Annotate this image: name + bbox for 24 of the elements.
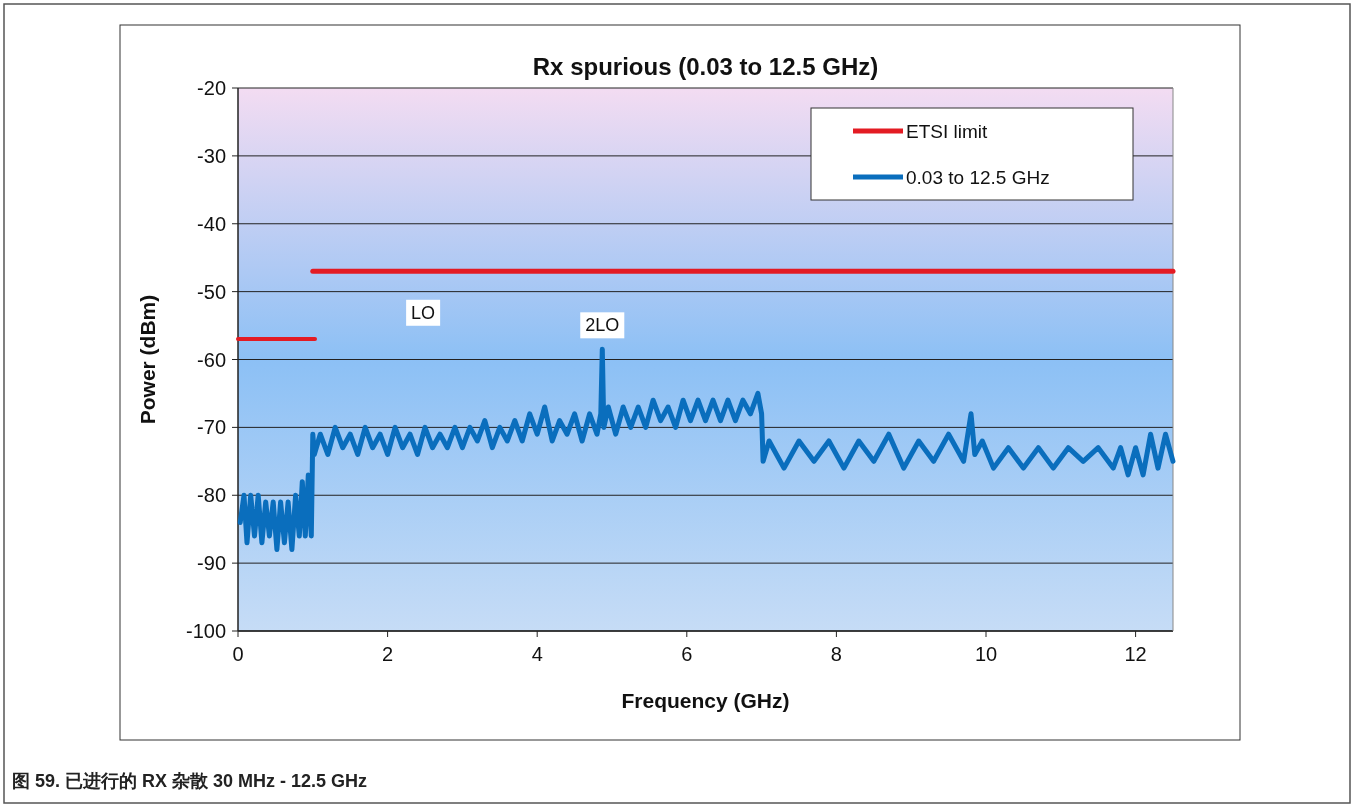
- legend-label: ETSI limit: [906, 121, 988, 142]
- x-tick-label: 10: [974, 643, 998, 665]
- y-axis-title: Power (dBm): [136, 294, 159, 425]
- x-tick-label: 4: [531, 643, 543, 665]
- x-tick-label: 12: [1124, 643, 1147, 665]
- x-tick-label: 8: [830, 643, 842, 665]
- x-tick-label: 0: [232, 643, 244, 665]
- y-tick-label: -20: [197, 77, 226, 99]
- annotation: LO: [411, 302, 436, 323]
- y-tick-label: -30: [197, 144, 226, 167]
- y-tick-label: -50: [197, 280, 226, 303]
- x-tick-label: 2: [382, 643, 394, 665]
- y-tick-label: -90: [197, 552, 226, 575]
- annotation: 2LO: [585, 315, 620, 336]
- x-axis-title: Frequency (GHz): [621, 689, 790, 712]
- y-tick-label: -70: [197, 416, 226, 439]
- chart-title: Rx spurious (0.03 to 12.5 GHz): [532, 53, 879, 80]
- y-tick-label: -40: [197, 212, 226, 235]
- y-tick-label: -100: [185, 620, 226, 642]
- x-tick-label: 6: [681, 643, 693, 665]
- legend-label: 0.03 to 12.5 GHz: [906, 167, 1050, 188]
- caption: 图 59. 已进行的 RX 杂散 30 MHz - 12.5 GHz: [12, 771, 368, 791]
- y-tick-label: -60: [197, 348, 226, 371]
- y-tick-label: -80: [197, 484, 226, 507]
